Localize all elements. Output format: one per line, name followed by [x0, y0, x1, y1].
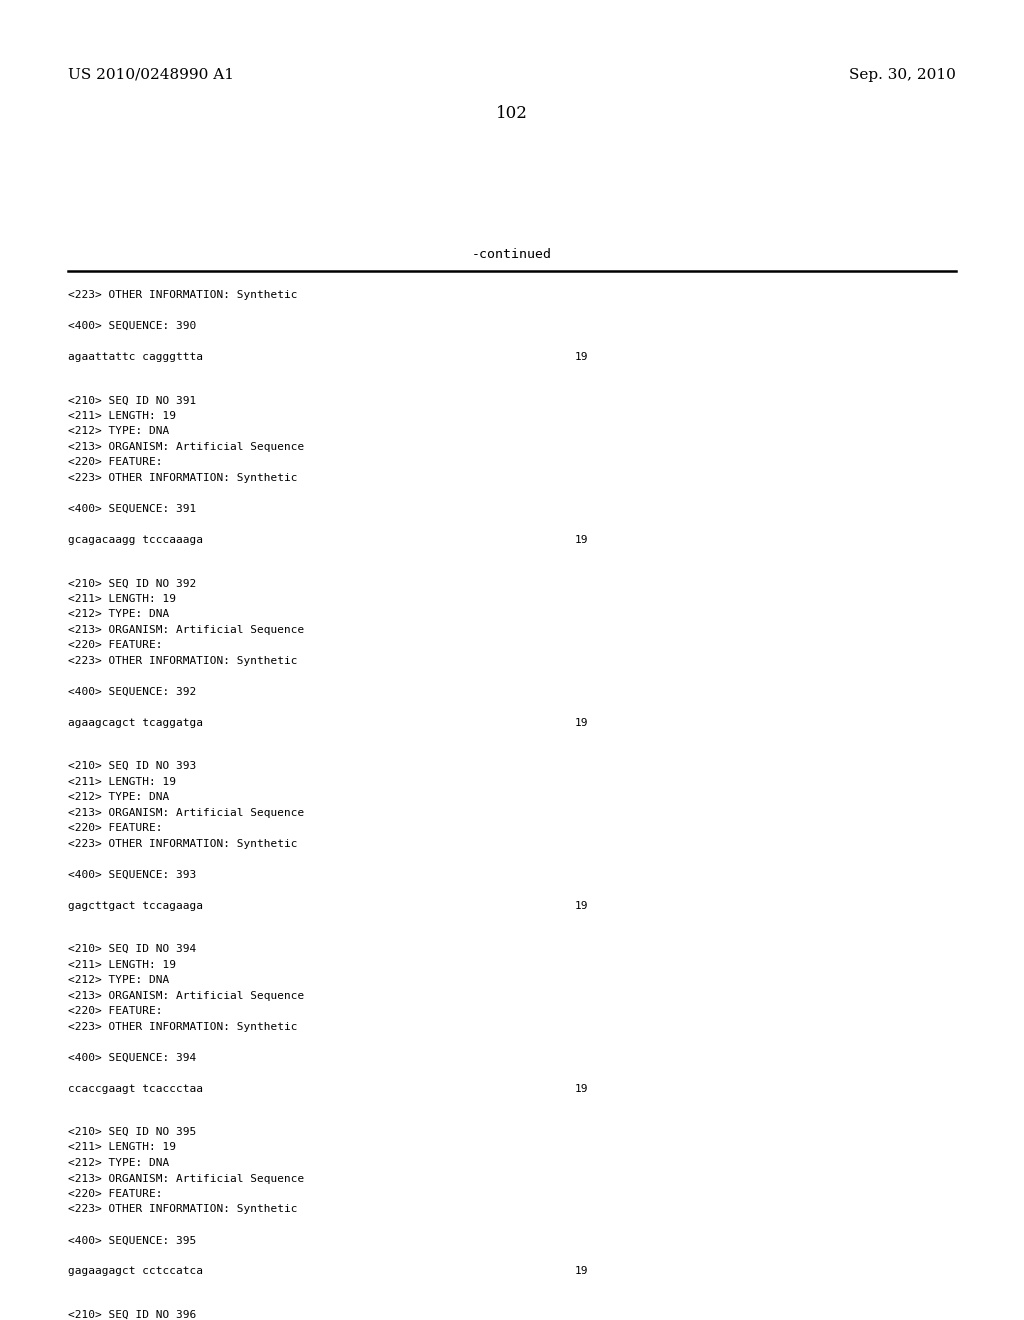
Text: agaattattc cagggttta: agaattattc cagggttta: [68, 352, 203, 362]
Text: Sep. 30, 2010: Sep. 30, 2010: [849, 69, 956, 82]
Text: <400> SEQUENCE: 393: <400> SEQUENCE: 393: [68, 870, 197, 879]
Text: agaagcagct tcaggatga: agaagcagct tcaggatga: [68, 718, 203, 727]
Text: <223> OTHER INFORMATION: Synthetic: <223> OTHER INFORMATION: Synthetic: [68, 290, 298, 300]
Text: <220> FEATURE:: <220> FEATURE:: [68, 458, 163, 467]
Text: 19: 19: [575, 352, 589, 362]
Text: <213> ORGANISM: Artificial Sequence: <213> ORGANISM: Artificial Sequence: [68, 442, 304, 451]
Text: <223> OTHER INFORMATION: Synthetic: <223> OTHER INFORMATION: Synthetic: [68, 838, 298, 849]
Text: <220> FEATURE:: <220> FEATURE:: [68, 640, 163, 651]
Text: <213> ORGANISM: Artificial Sequence: <213> ORGANISM: Artificial Sequence: [68, 1173, 304, 1184]
Text: <400> SEQUENCE: 392: <400> SEQUENCE: 392: [68, 686, 197, 697]
Text: <210> SEQ ID NO 391: <210> SEQ ID NO 391: [68, 396, 197, 405]
Text: <220> FEATURE:: <220> FEATURE:: [68, 824, 163, 833]
Text: <212> TYPE: DNA: <212> TYPE: DNA: [68, 792, 169, 803]
Text: <210> SEQ ID NO 393: <210> SEQ ID NO 393: [68, 762, 197, 771]
Text: 19: 19: [575, 718, 589, 727]
Text: <220> FEATURE:: <220> FEATURE:: [68, 1006, 163, 1016]
Text: <212> TYPE: DNA: <212> TYPE: DNA: [68, 610, 169, 619]
Text: <223> OTHER INFORMATION: Synthetic: <223> OTHER INFORMATION: Synthetic: [68, 656, 298, 665]
Text: gagaagagct cctccatca: gagaagagct cctccatca: [68, 1266, 203, 1276]
Text: <210> SEQ ID NO 395: <210> SEQ ID NO 395: [68, 1127, 197, 1137]
Text: <210> SEQ ID NO 392: <210> SEQ ID NO 392: [68, 578, 197, 589]
Text: <211> LENGTH: 19: <211> LENGTH: 19: [68, 960, 176, 970]
Text: US 2010/0248990 A1: US 2010/0248990 A1: [68, 69, 234, 82]
Text: <210> SEQ ID NO 396: <210> SEQ ID NO 396: [68, 1309, 197, 1320]
Text: -continued: -continued: [472, 248, 552, 261]
Text: <213> ORGANISM: Artificial Sequence: <213> ORGANISM: Artificial Sequence: [68, 624, 304, 635]
Text: <212> TYPE: DNA: <212> TYPE: DNA: [68, 1158, 169, 1168]
Text: <211> LENGTH: 19: <211> LENGTH: 19: [68, 594, 176, 603]
Text: <213> ORGANISM: Artificial Sequence: <213> ORGANISM: Artificial Sequence: [68, 808, 304, 817]
Text: ccaccgaagt tcaccctaa: ccaccgaagt tcaccctaa: [68, 1084, 203, 1093]
Text: <213> ORGANISM: Artificial Sequence: <213> ORGANISM: Artificial Sequence: [68, 990, 304, 1001]
Text: <400> SEQUENCE: 390: <400> SEQUENCE: 390: [68, 321, 197, 331]
Text: <211> LENGTH: 19: <211> LENGTH: 19: [68, 411, 176, 421]
Text: <400> SEQUENCE: 391: <400> SEQUENCE: 391: [68, 504, 197, 513]
Text: <223> OTHER INFORMATION: Synthetic: <223> OTHER INFORMATION: Synthetic: [68, 1204, 298, 1214]
Text: 19: 19: [575, 535, 589, 545]
Text: <400> SEQUENCE: 394: <400> SEQUENCE: 394: [68, 1052, 197, 1063]
Text: 102: 102: [496, 106, 528, 121]
Text: <211> LENGTH: 19: <211> LENGTH: 19: [68, 1143, 176, 1152]
Text: 19: 19: [575, 1266, 589, 1276]
Text: <212> TYPE: DNA: <212> TYPE: DNA: [68, 975, 169, 985]
Text: gagcttgact tccagaaga: gagcttgact tccagaaga: [68, 900, 203, 911]
Text: <223> OTHER INFORMATION: Synthetic: <223> OTHER INFORMATION: Synthetic: [68, 1022, 298, 1032]
Text: <223> OTHER INFORMATION: Synthetic: <223> OTHER INFORMATION: Synthetic: [68, 473, 298, 483]
Text: <211> LENGTH: 19: <211> LENGTH: 19: [68, 776, 176, 787]
Text: <212> TYPE: DNA: <212> TYPE: DNA: [68, 426, 169, 437]
Text: <220> FEATURE:: <220> FEATURE:: [68, 1189, 163, 1199]
Text: <400> SEQUENCE: 395: <400> SEQUENCE: 395: [68, 1236, 197, 1246]
Text: <210> SEQ ID NO 394: <210> SEQ ID NO 394: [68, 944, 197, 954]
Text: 19: 19: [575, 1084, 589, 1093]
Text: gcagacaagg tcccaaaga: gcagacaagg tcccaaaga: [68, 535, 203, 545]
Text: 19: 19: [575, 900, 589, 911]
